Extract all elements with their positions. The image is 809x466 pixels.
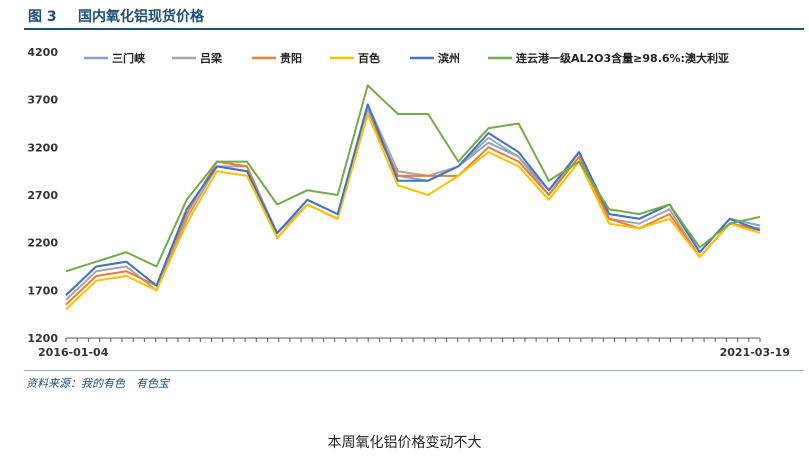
x-tick-label: 2021-03-19	[720, 346, 790, 359]
x-tick-label: 2016-01-04	[38, 346, 109, 359]
series-line	[65, 103, 761, 301]
legend-label: 连云港一级AL2O3含量≥98.6%:澳大利亚	[516, 51, 729, 65]
series-line	[65, 84, 761, 273]
y-tick-label: 3700	[27, 94, 58, 107]
y-tick-label: 3200	[27, 141, 58, 154]
series-line	[65, 103, 761, 296]
legend-label: 三门峡	[112, 51, 146, 65]
figure-caption: 本周氧化铝价格变动不大	[327, 435, 482, 451]
y-tick-label: 2700	[27, 189, 58, 202]
legend-label: 滨州	[438, 51, 460, 65]
legend-label: 百色	[358, 51, 380, 65]
y-tick-label: 4200	[27, 46, 58, 59]
series-line	[65, 113, 761, 311]
series-line	[65, 108, 761, 296]
legend-label: 吕梁	[200, 51, 223, 65]
header-rule	[24, 28, 804, 30]
figure-header: 图 3 国内氧化铝现货价格	[24, 4, 804, 28]
y-tick-label: 1200	[27, 332, 58, 345]
legend-label: 贵阳	[280, 51, 302, 65]
source-rule	[24, 370, 804, 371]
y-tick-label: 1700	[27, 284, 58, 297]
y-tick-label: 2200	[27, 237, 58, 250]
source-note: 资料来源：我的有色 有色宝	[26, 377, 169, 390]
figure-title: 国内氧化铝现货价格	[78, 9, 204, 25]
price-chart: 1200 1700 2200 2700 3200 3700 4200 2016-01-04 20…	[27, 46, 790, 359]
figure-label: 图 3	[28, 9, 57, 25]
